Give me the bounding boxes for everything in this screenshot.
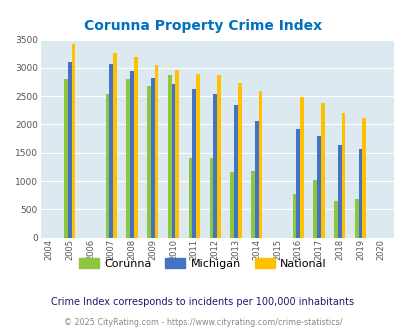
- Bar: [316, 136, 320, 238]
- Bar: [233, 105, 237, 238]
- Bar: [130, 71, 134, 238]
- Bar: [230, 172, 233, 238]
- Bar: [237, 83, 241, 238]
- Bar: [192, 89, 196, 238]
- Bar: [154, 65, 158, 238]
- Bar: [333, 201, 337, 238]
- Bar: [320, 103, 324, 238]
- Bar: [341, 113, 345, 238]
- Bar: [216, 75, 220, 238]
- Bar: [337, 145, 341, 238]
- Bar: [358, 149, 362, 238]
- Bar: [147, 86, 151, 238]
- Bar: [296, 129, 299, 238]
- Bar: [126, 79, 130, 238]
- Bar: [362, 118, 365, 238]
- Bar: [354, 199, 358, 238]
- Bar: [109, 64, 113, 238]
- Bar: [68, 62, 71, 238]
- Bar: [168, 75, 171, 238]
- Bar: [188, 158, 192, 238]
- Bar: [258, 90, 262, 238]
- Bar: [105, 94, 109, 238]
- Bar: [254, 121, 258, 238]
- Legend: Corunna, Michigan, National: Corunna, Michigan, National: [75, 254, 330, 273]
- Bar: [313, 180, 316, 238]
- Bar: [196, 74, 200, 238]
- Bar: [113, 52, 117, 238]
- Bar: [299, 97, 303, 238]
- Bar: [213, 94, 216, 238]
- Bar: [64, 79, 68, 238]
- Text: © 2025 CityRating.com - https://www.cityrating.com/crime-statistics/: © 2025 CityRating.com - https://www.city…: [64, 318, 341, 327]
- Bar: [250, 171, 254, 238]
- Bar: [134, 56, 137, 238]
- Bar: [292, 194, 296, 238]
- Text: Corunna Property Crime Index: Corunna Property Crime Index: [84, 19, 321, 33]
- Bar: [175, 70, 179, 238]
- Text: Crime Index corresponds to incidents per 100,000 inhabitants: Crime Index corresponds to incidents per…: [51, 297, 354, 307]
- Bar: [171, 84, 175, 238]
- Bar: [71, 44, 75, 238]
- Bar: [151, 78, 154, 238]
- Bar: [209, 158, 213, 238]
